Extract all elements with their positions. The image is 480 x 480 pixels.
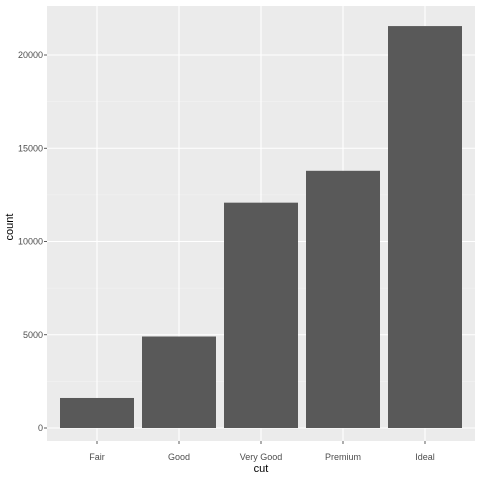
x-axis-title: cut — [254, 463, 269, 475]
bar-premium — [306, 170, 380, 428]
x-axis: Fair Good Very Good Premium Ideal — [89, 441, 435, 462]
y-tick-label: 5000 — [23, 330, 43, 340]
x-tick-label: Ideal — [415, 452, 435, 462]
x-tick-label: Premium — [325, 452, 361, 462]
bar-very-good — [224, 202, 298, 428]
x-tick-label: Good — [168, 452, 190, 462]
y-axis: 0 5000 10000 15000 20000 — [18, 50, 47, 433]
bar-good — [142, 336, 216, 428]
bars — [60, 26, 462, 428]
x-tick-label: Very Good — [240, 452, 283, 462]
bar-fair — [60, 397, 134, 428]
y-tick-label: 0 — [38, 423, 43, 433]
y-tick-label: 15000 — [18, 143, 43, 153]
y-axis-title: count — [4, 214, 16, 241]
y-tick-label: 10000 — [18, 237, 43, 247]
bar-ideal — [388, 26, 462, 428]
x-tick-label: Fair — [89, 452, 105, 462]
y-tick-label: 20000 — [18, 50, 43, 60]
